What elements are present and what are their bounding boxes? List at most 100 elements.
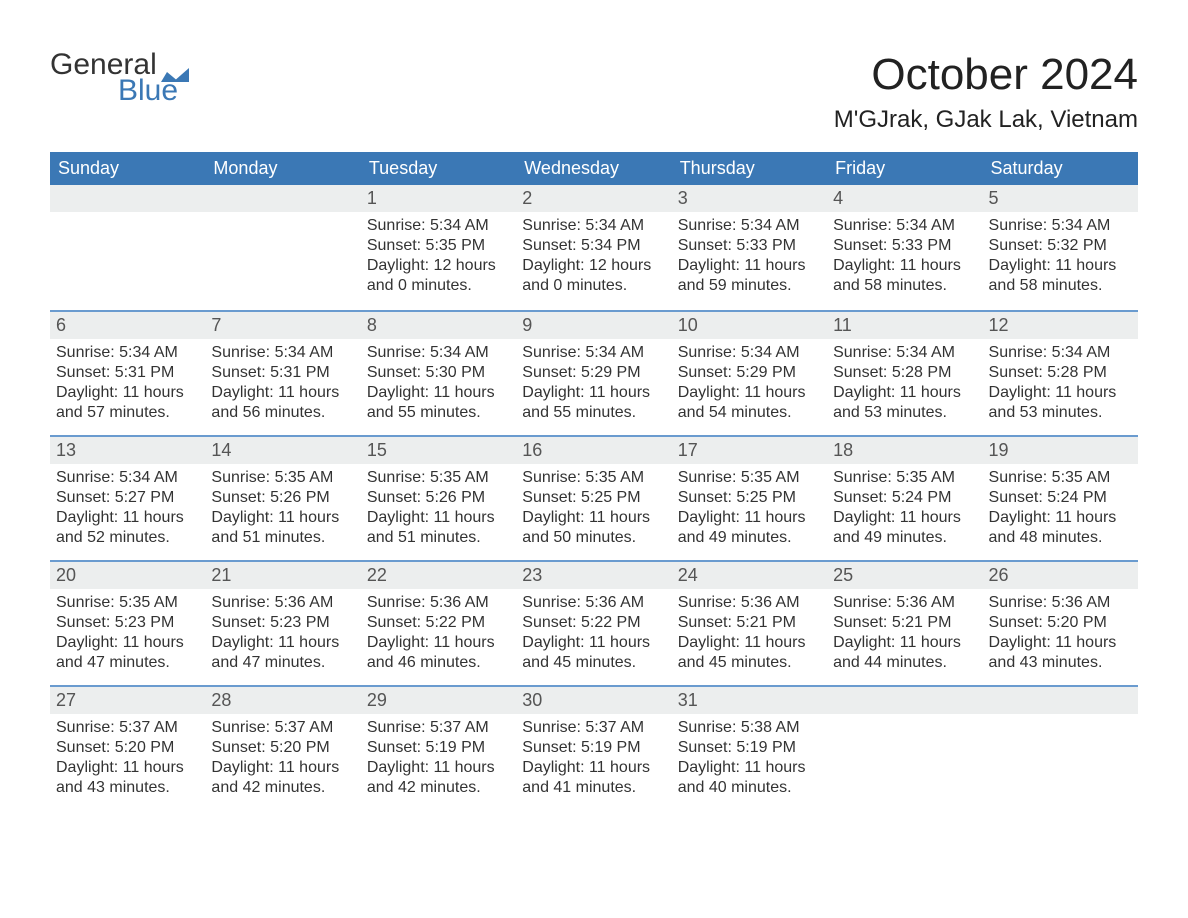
day-body: Sunrise: 5:34 AMSunset: 5:34 PMDaylight:… [522,216,665,296]
day-cell: 21 Sunrise: 5:36 AMSunset: 5:23 PMDayligh… [205,562,360,685]
day-body: Sunrise: 5:34 AMSunset: 5:30 PMDaylight:… [367,343,510,423]
day-cell [827,687,982,810]
day-cell: 18 Sunrise: 5:35 AMSunset: 5:24 PMDayligh… [827,437,982,560]
day-number: 6 [50,312,205,339]
day-cell: 1Sunrise: 5:34 AMSunset: 5:35 PMDaylight… [361,185,516,310]
day-cell: 27 Sunrise: 5:37 AMSunset: 5:20 PMDayligh… [50,687,205,810]
dow-cell: Wednesday [516,152,671,185]
day-body: Sunrise: 5:36 AMSunset: 5:23 PMDaylight:… [211,593,354,673]
sunrise-line: Sunrise: 5:36 AM [833,593,976,613]
day-number: 28 [205,687,360,714]
sunset-line: Sunset: 5:31 PM [56,363,199,383]
sunrise-line: Sunrise: 5:35 AM [989,468,1132,488]
day-cell: 4 Sunrise: 5:34 AMSunset: 5:33 PMDaylight… [827,185,982,310]
sunrise-line: Sunrise: 5:37 AM [56,718,199,738]
sunrise-line: Sunrise: 5:37 AM [522,718,665,738]
day-number: 2 [516,185,671,212]
sunrise-line: Sunrise: 5:34 AM [367,343,510,363]
sunset-line: Sunset: 5:27 PM [56,488,199,508]
sunrise-line: Sunrise: 5:35 AM [367,468,510,488]
day-number: 8 [361,312,516,339]
sunrise-line: Sunrise: 5:34 AM [522,216,665,236]
day-body: Sunrise: 5:36 AMSunset: 5:20 PMDaylight:… [989,593,1132,673]
sunrise-line: Sunrise: 5:34 AM [367,216,510,236]
brand-logo: General Blue [50,50,189,106]
day-number: 27 [50,687,205,714]
day-body: Sunrise: 5:34 AMSunset: 5:33 PMDaylight:… [833,216,976,296]
day-number: 25 [827,562,982,589]
daylight-line: Daylight: 11 hours and 53 minutes. [833,383,976,423]
week-row: 6Sunrise: 5:34 AMSunset: 5:31 PMDaylight… [50,310,1138,435]
day-cell: 2 Sunrise: 5:34 AMSunset: 5:34 PMDaylight… [516,185,671,310]
daylight-line: Daylight: 11 hours and 51 minutes. [211,508,354,548]
dow-cell: Friday [827,152,982,185]
day-body: Sunrise: 5:34 AMSunset: 5:31 PMDaylight:… [211,343,354,423]
page: General Blue October 2024 M'GJrak, GJak … [0,0,1188,850]
day-cell: 28 Sunrise: 5:37 AMSunset: 5:20 PMDayligh… [205,687,360,810]
day-body: Sunrise: 5:36 AMSunset: 5:22 PMDaylight:… [522,593,665,673]
day-number: 4 [827,185,982,212]
sunrise-line: Sunrise: 5:34 AM [833,216,976,236]
day-body: Sunrise: 5:35 AMSunset: 5:24 PMDaylight:… [833,468,976,548]
day-body: Sunrise: 5:35 AMSunset: 5:25 PMDaylight:… [678,468,821,548]
sunset-line: Sunset: 5:28 PM [833,363,976,383]
day-cell: 30 Sunrise: 5:37 AMSunset: 5:19 PMDayligh… [516,687,671,810]
day-number: 1 [361,185,516,212]
sunset-line: Sunset: 5:25 PM [522,488,665,508]
daylight-line: Daylight: 12 hours and 0 minutes. [522,256,665,296]
sunset-line: Sunset: 5:19 PM [678,738,821,758]
day-body: Sunrise: 5:37 AMSunset: 5:19 PMDaylight:… [522,718,665,798]
sunrise-line: Sunrise: 5:35 AM [522,468,665,488]
daylight-line: Daylight: 11 hours and 58 minutes. [989,256,1132,296]
sunrise-line: Sunrise: 5:38 AM [678,718,821,738]
day-number [983,687,1138,714]
month-title: October 2024 [834,50,1138,100]
day-number: 24 [672,562,827,589]
sunset-line: Sunset: 5:25 PM [678,488,821,508]
daylight-line: Daylight: 11 hours and 42 minutes. [367,758,510,798]
day-cell: 8 Sunrise: 5:34 AMSunset: 5:30 PMDaylight… [361,312,516,435]
day-body: Sunrise: 5:35 AMSunset: 5:26 PMDaylight:… [211,468,354,548]
sunset-line: Sunset: 5:31 PM [211,363,354,383]
sunrise-line: Sunrise: 5:34 AM [56,343,199,363]
sunrise-line: Sunrise: 5:34 AM [678,343,821,363]
brand-line2: Blue [118,76,189,106]
day-number: 13 [50,437,205,464]
week-row: 1Sunrise: 5:34 AMSunset: 5:35 PMDaylight… [50,185,1138,310]
daylight-line: Daylight: 11 hours and 43 minutes. [56,758,199,798]
day-number: 29 [361,687,516,714]
day-cell: 13Sunrise: 5:34 AMSunset: 5:27 PMDayligh… [50,437,205,560]
sunset-line: Sunset: 5:33 PM [678,236,821,256]
day-cell: 29Sunrise: 5:37 AMSunset: 5:19 PMDayligh… [361,687,516,810]
day-number: 18 [827,437,982,464]
day-body: Sunrise: 5:36 AMSunset: 5:21 PMDaylight:… [678,593,821,673]
sunset-line: Sunset: 5:20 PM [56,738,199,758]
sunset-line: Sunset: 5:24 PM [989,488,1132,508]
day-body: Sunrise: 5:34 AMSunset: 5:32 PMDaylight:… [989,216,1132,296]
daylight-line: Daylight: 11 hours and 46 minutes. [367,633,510,673]
day-cell: 10Sunrise: 5:34 AMSunset: 5:29 PMDayligh… [672,312,827,435]
day-body: Sunrise: 5:34 AMSunset: 5:28 PMDaylight:… [989,343,1132,423]
sunset-line: Sunset: 5:20 PM [989,613,1132,633]
day-body: Sunrise: 5:38 AMSunset: 5:19 PMDaylight:… [678,718,821,798]
day-number: 7 [205,312,360,339]
sunrise-line: Sunrise: 5:34 AM [989,343,1132,363]
day-body: Sunrise: 5:37 AMSunset: 5:20 PMDaylight:… [211,718,354,798]
day-cell: 16Sunrise: 5:35 AMSunset: 5:25 PMDayligh… [516,437,671,560]
location-subtitle: M'GJrak, GJak Lak, Vietnam [834,106,1138,134]
daylight-line: Daylight: 11 hours and 55 minutes. [522,383,665,423]
daylight-line: Daylight: 11 hours and 49 minutes. [678,508,821,548]
day-number: 30 [516,687,671,714]
sunset-line: Sunset: 5:32 PM [989,236,1132,256]
dow-cell: Tuesday [361,152,516,185]
day-cell: 7 Sunrise: 5:34 AMSunset: 5:31 PMDaylight… [205,312,360,435]
day-number: 19 [983,437,1138,464]
sunrise-line: Sunrise: 5:35 AM [833,468,976,488]
sunrise-line: Sunrise: 5:36 AM [989,593,1132,613]
day-cell: 26Sunrise: 5:36 AMSunset: 5:20 PMDayligh… [983,562,1138,685]
day-number: 21 [205,562,360,589]
sunrise-line: Sunrise: 5:34 AM [678,216,821,236]
sunset-line: Sunset: 5:23 PM [56,613,199,633]
daylight-line: Daylight: 11 hours and 45 minutes. [678,633,821,673]
sunset-line: Sunset: 5:20 PM [211,738,354,758]
